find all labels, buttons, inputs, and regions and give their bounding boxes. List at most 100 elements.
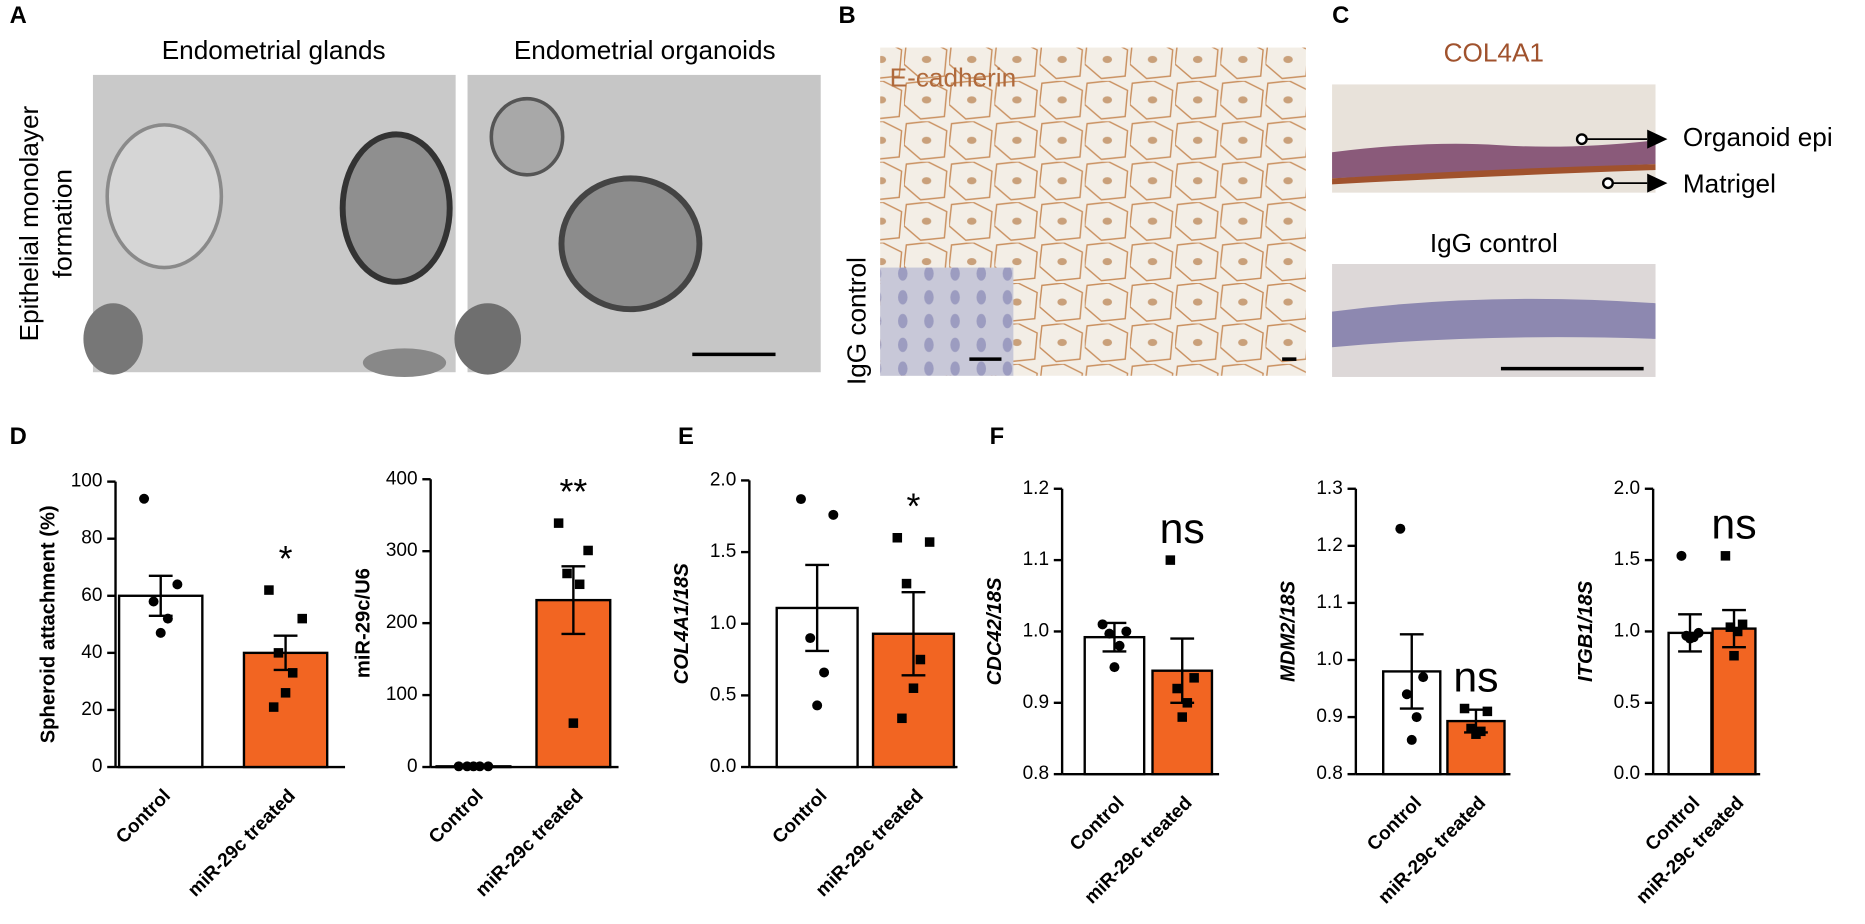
- significance-label: **: [559, 472, 587, 512]
- micrograph: [1332, 84, 1668, 193]
- bar: [1083, 635, 1146, 776]
- data-point: [264, 585, 274, 595]
- panel-letter: D: [10, 423, 27, 450]
- data-point: [268, 702, 279, 712]
- data-point: [1732, 626, 1743, 637]
- data-point: [828, 509, 839, 520]
- data-point: [1172, 683, 1182, 694]
- data-point: [1476, 726, 1486, 737]
- data-point: [139, 493, 150, 504]
- y-tick-label: 0.8: [1023, 763, 1049, 784]
- y-axis-label: Spheroid attachment (%): [37, 505, 59, 743]
- data-point: [1418, 672, 1429, 683]
- y-tick-label: 300: [386, 540, 418, 561]
- y-tick-label: 1.0: [1316, 649, 1342, 670]
- x-tick-label: miR-29c treated: [812, 785, 928, 901]
- data-point: [908, 683, 919, 693]
- error-bar: [901, 591, 926, 677]
- data-point: [583, 545, 593, 556]
- data-point: [1411, 712, 1422, 723]
- data-point: [162, 613, 173, 624]
- data-point: [805, 633, 816, 644]
- y-tick-label: 0.9: [1316, 706, 1342, 727]
- micrograph: [83, 74, 456, 377]
- y-tick-label: 2.0: [710, 469, 736, 490]
- x-tick-label: miR-29c treated: [472, 785, 588, 901]
- error-bar-line: [1399, 633, 1424, 710]
- data-point: [1104, 628, 1115, 639]
- x-tick-label: Control: [1066, 793, 1129, 856]
- micrograph: [454, 74, 821, 375]
- image-title: Endometrial organoids: [514, 35, 776, 65]
- significance-label: *: [907, 487, 921, 527]
- data-point: [1109, 662, 1120, 673]
- x-tick-label: miR-29c treated: [1374, 793, 1490, 909]
- data-point: [1471, 729, 1481, 739]
- y-tick-label: 0: [92, 756, 103, 777]
- data-point: [172, 579, 183, 590]
- data-point: [915, 654, 926, 665]
- x-tick-label: miR-29c treated: [184, 785, 300, 901]
- significance-label: ns: [1160, 505, 1205, 553]
- data-point: [901, 578, 912, 589]
- data-point: [1401, 689, 1412, 700]
- side-label: formation: [47, 169, 77, 278]
- inset-label: IgG control: [842, 257, 872, 385]
- data-point: [1685, 633, 1696, 644]
- y-tick-label: 0.8: [1316, 763, 1342, 784]
- y-tick-label: 1.2: [1316, 535, 1342, 556]
- data-point: [1395, 523, 1406, 534]
- y-tick-label: 0.9: [1023, 692, 1049, 713]
- data-point: [1729, 650, 1739, 661]
- y-tick-label: 200: [386, 612, 418, 633]
- y-tick-label: 2.0: [1614, 478, 1640, 499]
- error-bar-line: [805, 563, 830, 653]
- data-point: [1121, 626, 1132, 637]
- y-tick-label: 1.3: [1316, 478, 1342, 499]
- panel-letter: C: [1332, 2, 1349, 29]
- y-tick-label: 1.0: [710, 613, 736, 634]
- y-tick-label: 0.5: [1614, 692, 1640, 713]
- error-bar: [561, 565, 586, 636]
- micrograph: [880, 47, 1306, 376]
- data-point: [468, 761, 479, 772]
- significance-label: ns: [1453, 653, 1498, 701]
- y-tick-label: 100: [71, 471, 103, 492]
- y-tick-label: 0.0: [1614, 763, 1640, 784]
- data-point: [1459, 703, 1470, 714]
- data-point: [1182, 698, 1193, 708]
- image-title: Endometrial glands: [162, 35, 386, 65]
- data-point: [897, 713, 907, 724]
- y-tick-label: 1.0: [1614, 620, 1640, 641]
- y-tick-label: 1.2: [1023, 478, 1049, 499]
- x-tick-label: Control: [112, 785, 175, 848]
- data-point: [148, 596, 159, 607]
- panel-letter: A: [10, 2, 27, 29]
- arrow-label: Organoid epi: [1683, 122, 1833, 152]
- stain-label: COL4A1: [1444, 38, 1544, 68]
- y-tick-label: 400: [386, 468, 418, 489]
- y-axis-label: MDM2/18S: [1278, 580, 1300, 682]
- data-point: [1406, 734, 1417, 745]
- data-point: [1165, 555, 1176, 565]
- stain-label: E-cadherin: [890, 63, 1017, 93]
- image-title: IgG control: [1430, 228, 1558, 258]
- y-axis-label: CDC42/18S: [984, 577, 1006, 685]
- data-point: [1097, 619, 1108, 630]
- panel-letter: E: [678, 423, 694, 450]
- data-point: [155, 627, 166, 638]
- error-bar-line: [561, 565, 586, 636]
- data-point: [483, 761, 494, 772]
- data-point: [795, 494, 806, 505]
- y-tick-label: 0: [407, 756, 418, 777]
- data-point: [1676, 550, 1687, 561]
- y-tick-label: 1.5: [710, 541, 736, 562]
- data-point: [1720, 551, 1731, 561]
- y-tick-label: 1.1: [1023, 549, 1049, 570]
- data-point: [562, 568, 572, 579]
- y-tick-label: 1.0: [1023, 620, 1049, 641]
- y-tick-label: 0.0: [710, 756, 736, 777]
- data-point: [812, 700, 823, 711]
- y-tick-label: 0.5: [710, 684, 736, 705]
- arrow-label: Matrigel: [1683, 168, 1776, 198]
